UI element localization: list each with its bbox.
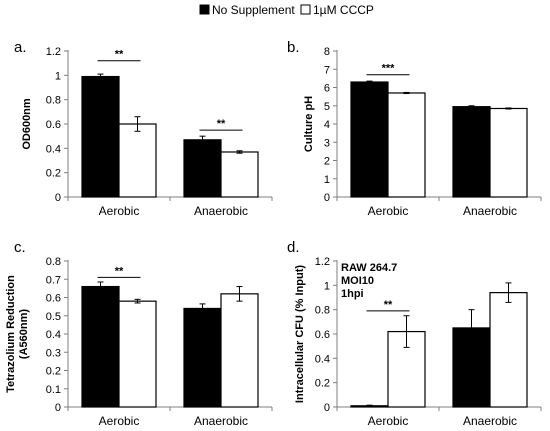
panel-label: b. (287, 39, 300, 56)
bar (81, 75, 120, 198)
x-tick-label: Aerobic (99, 414, 140, 428)
legend-swatch-no-supplement (199, 4, 210, 15)
y-tick-label: 0 (324, 192, 330, 204)
y-axis-label: Intracellular CFU (% Input) (294, 265, 306, 403)
y-tick-label: 1.2 (315, 256, 330, 268)
bar (387, 92, 426, 198)
bar (220, 293, 259, 408)
y-tick-label: 0.6 (46, 119, 61, 131)
bar (118, 123, 157, 198)
bar (350, 405, 389, 408)
x-tick-label: Aerobic (99, 204, 140, 218)
significance-label: *** (382, 63, 396, 75)
y-tick-label: 0.2 (46, 168, 61, 180)
significance-label: ** (115, 49, 124, 61)
y-tick-label: 7 (324, 64, 330, 76)
y-tick-label: 4 (324, 119, 330, 131)
bar (220, 151, 259, 198)
y-tick-label: 0.1 (46, 384, 61, 396)
y-tick-label: 0 (324, 402, 330, 414)
x-tick-label: Anaerobic (194, 414, 248, 428)
panel-label: a. (14, 39, 27, 56)
y-tick-label: 0 (55, 402, 61, 414)
y-tick-label: 0.8 (46, 256, 61, 268)
annotation: RAW 264.7 (341, 262, 397, 274)
bar (452, 106, 491, 198)
y-tick-label: 1.2 (46, 46, 61, 58)
y-tick-label: 0.6 (315, 329, 330, 341)
panel-label: d. (287, 239, 300, 256)
bar (489, 107, 528, 198)
y-tick-label: 0.4 (46, 143, 61, 155)
y-tick-label: 2 (324, 156, 330, 168)
y-tick-label: 0.5 (46, 311, 61, 323)
bar (183, 139, 222, 198)
bar (183, 307, 222, 408)
panel-2: b. 0 1 2 3 4 5 6 7 8 Culture pH Aerobic Anaerobic *** (287, 39, 542, 218)
y-axis-label-line: OD600nm (21, 98, 33, 150)
legend-label-no-supplement: No Supplement (212, 3, 295, 17)
y-tick-label: 1 (55, 70, 61, 82)
bar (350, 81, 389, 198)
y-tick-label: 1 (324, 280, 330, 292)
x-tick-label: Aerobic (368, 414, 409, 428)
y-axis-label-line: Culture pH (303, 96, 315, 152)
significance-label: ** (384, 299, 393, 311)
panel-1: a. 0 0.2 0.4 0.6 0.8 1 1.2 OD600nm Aerobic Anaerob… (14, 39, 273, 218)
y-tick-label: 0.8 (315, 305, 330, 317)
y-tick-label: 0.3 (46, 347, 61, 359)
y-axis-label-line: Intracellular CFU (% Input) (294, 265, 306, 403)
y-axis-label: OD600nm (21, 98, 33, 150)
bar (452, 327, 491, 408)
y-tick-label: 0.7 (46, 274, 61, 286)
y-axis-label: Tetrazolium Reduction(A560nm) (5, 275, 30, 393)
panel-label: c. (14, 239, 26, 256)
bar (81, 285, 120, 408)
y-axis-label: Culture pH (303, 96, 315, 152)
annotation: 1hpi (341, 288, 364, 300)
annotation: MOI10 (341, 275, 374, 287)
y-tick-label: 3 (324, 137, 330, 149)
legend: No Supplement 1µM CCCP (199, 3, 374, 17)
legend-swatch-cccp (300, 4, 311, 15)
bar (118, 300, 157, 408)
y-tick-label: 8 (324, 46, 330, 58)
y-axis-label-line: Tetrazolium Reduction (5, 275, 17, 393)
y-tick-label: 0.2 (315, 378, 330, 390)
y-tick-label: 0.6 (46, 293, 61, 305)
y-tick-label: 0.4 (46, 329, 61, 341)
x-tick-label: Anaerobic (194, 204, 248, 218)
x-tick-label: Anaerobic (463, 204, 517, 218)
panels: a. 0 0.2 0.4 0.6 0.8 1 1.2 OD600nm Aerobic Anaerob… (5, 39, 542, 428)
y-axis-label-line: (A560nm) (18, 309, 30, 359)
significance-label: ** (115, 265, 124, 277)
significance-label: ** (217, 118, 226, 130)
y-tick-label: 6 (324, 83, 330, 95)
bar (489, 292, 528, 408)
panel-3: c. 0 0.1 0.2 0.3 0.4 0.5 0.6 0.7 0.8 Tetrazolium R… (5, 239, 273, 428)
panel-4: d. 0 0.2 0.4 0.6 0.8 1 1.2 Intracellular CFU (% … (287, 239, 542, 428)
x-tick-label: Anaerobic (463, 414, 517, 428)
y-tick-label: 0 (55, 192, 61, 204)
y-tick-label: 5 (324, 101, 330, 113)
y-tick-label: 0.2 (46, 366, 61, 378)
y-tick-label: 0.8 (46, 95, 61, 107)
y-tick-label: 0.4 (315, 353, 330, 365)
x-tick-label: Aerobic (368, 204, 409, 218)
legend-label-cccp: 1µM CCCP (313, 3, 374, 17)
y-tick-label: 1 (324, 174, 330, 186)
